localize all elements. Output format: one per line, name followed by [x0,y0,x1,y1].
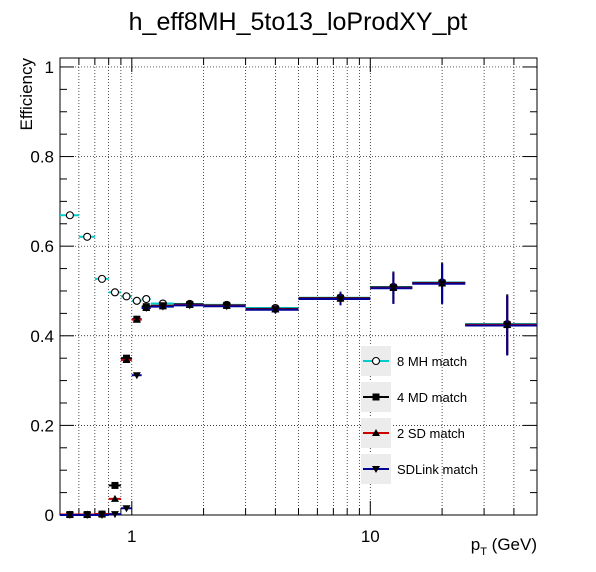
data-point [503,322,512,330]
legend-label: 4 MD match [397,390,467,405]
legend-marker [372,429,380,436]
data-point [110,288,120,297]
x-axis-label-sub: T [480,546,487,558]
series-sdlink-match [60,263,537,519]
data-point [158,303,167,311]
x-tick-label: 1 [127,527,136,546]
chart-title: h_eff8MH_5to13_loProdXY_pt [129,8,468,36]
x-axis-label-unit: (GeV) [487,535,537,554]
data-point [65,211,74,220]
x-tick-label: 10 [361,527,380,546]
data-point [271,306,280,314]
legend-label: SDLink match [397,462,478,477]
legend-label: 8 MH match [397,354,467,369]
y-tick-label: 1 [45,58,54,77]
legend-marker [372,393,380,401]
data-point [122,292,131,301]
data-point [132,315,141,323]
data-point [83,512,92,519]
data-point [122,505,131,513]
y-tick-label: 0.4 [30,327,54,346]
data-point [222,303,231,311]
data-point [110,494,119,502]
data-point [389,285,398,293]
data-point [336,296,345,304]
data-point [142,294,151,304]
data-point [110,511,119,519]
data-point [438,280,447,288]
x-axis-label: pT (GeV) [471,535,537,558]
data-point [97,274,107,283]
y-axis-label: Efficiency [17,58,36,131]
data-point [132,372,141,380]
axis-ticks [59,58,538,516]
data-point [83,232,92,241]
y-tick-label: 0.6 [30,237,54,256]
data-point [142,305,151,313]
data-point [111,481,119,489]
x-axis-label-main: p [471,535,480,554]
legend-marker [371,356,381,366]
tick-labels: 1 10 0 0.2 0.4 0.6 0.8 1 [30,58,379,546]
data-point [97,512,106,519]
y-tick-label: 0.2 [30,416,54,435]
legend: 8 MH match 4 MD match 2 SD match SDLink mat… [361,346,478,484]
y-tick-label: 0 [45,506,54,525]
legend-marker [372,466,380,473]
data-point [132,296,141,305]
y-tick-label: 0.8 [30,148,54,167]
data-point [65,512,74,519]
legend-label: 2 SD match [397,426,465,441]
data-series [60,211,537,519]
data-point [185,302,194,310]
data-point [122,355,131,363]
